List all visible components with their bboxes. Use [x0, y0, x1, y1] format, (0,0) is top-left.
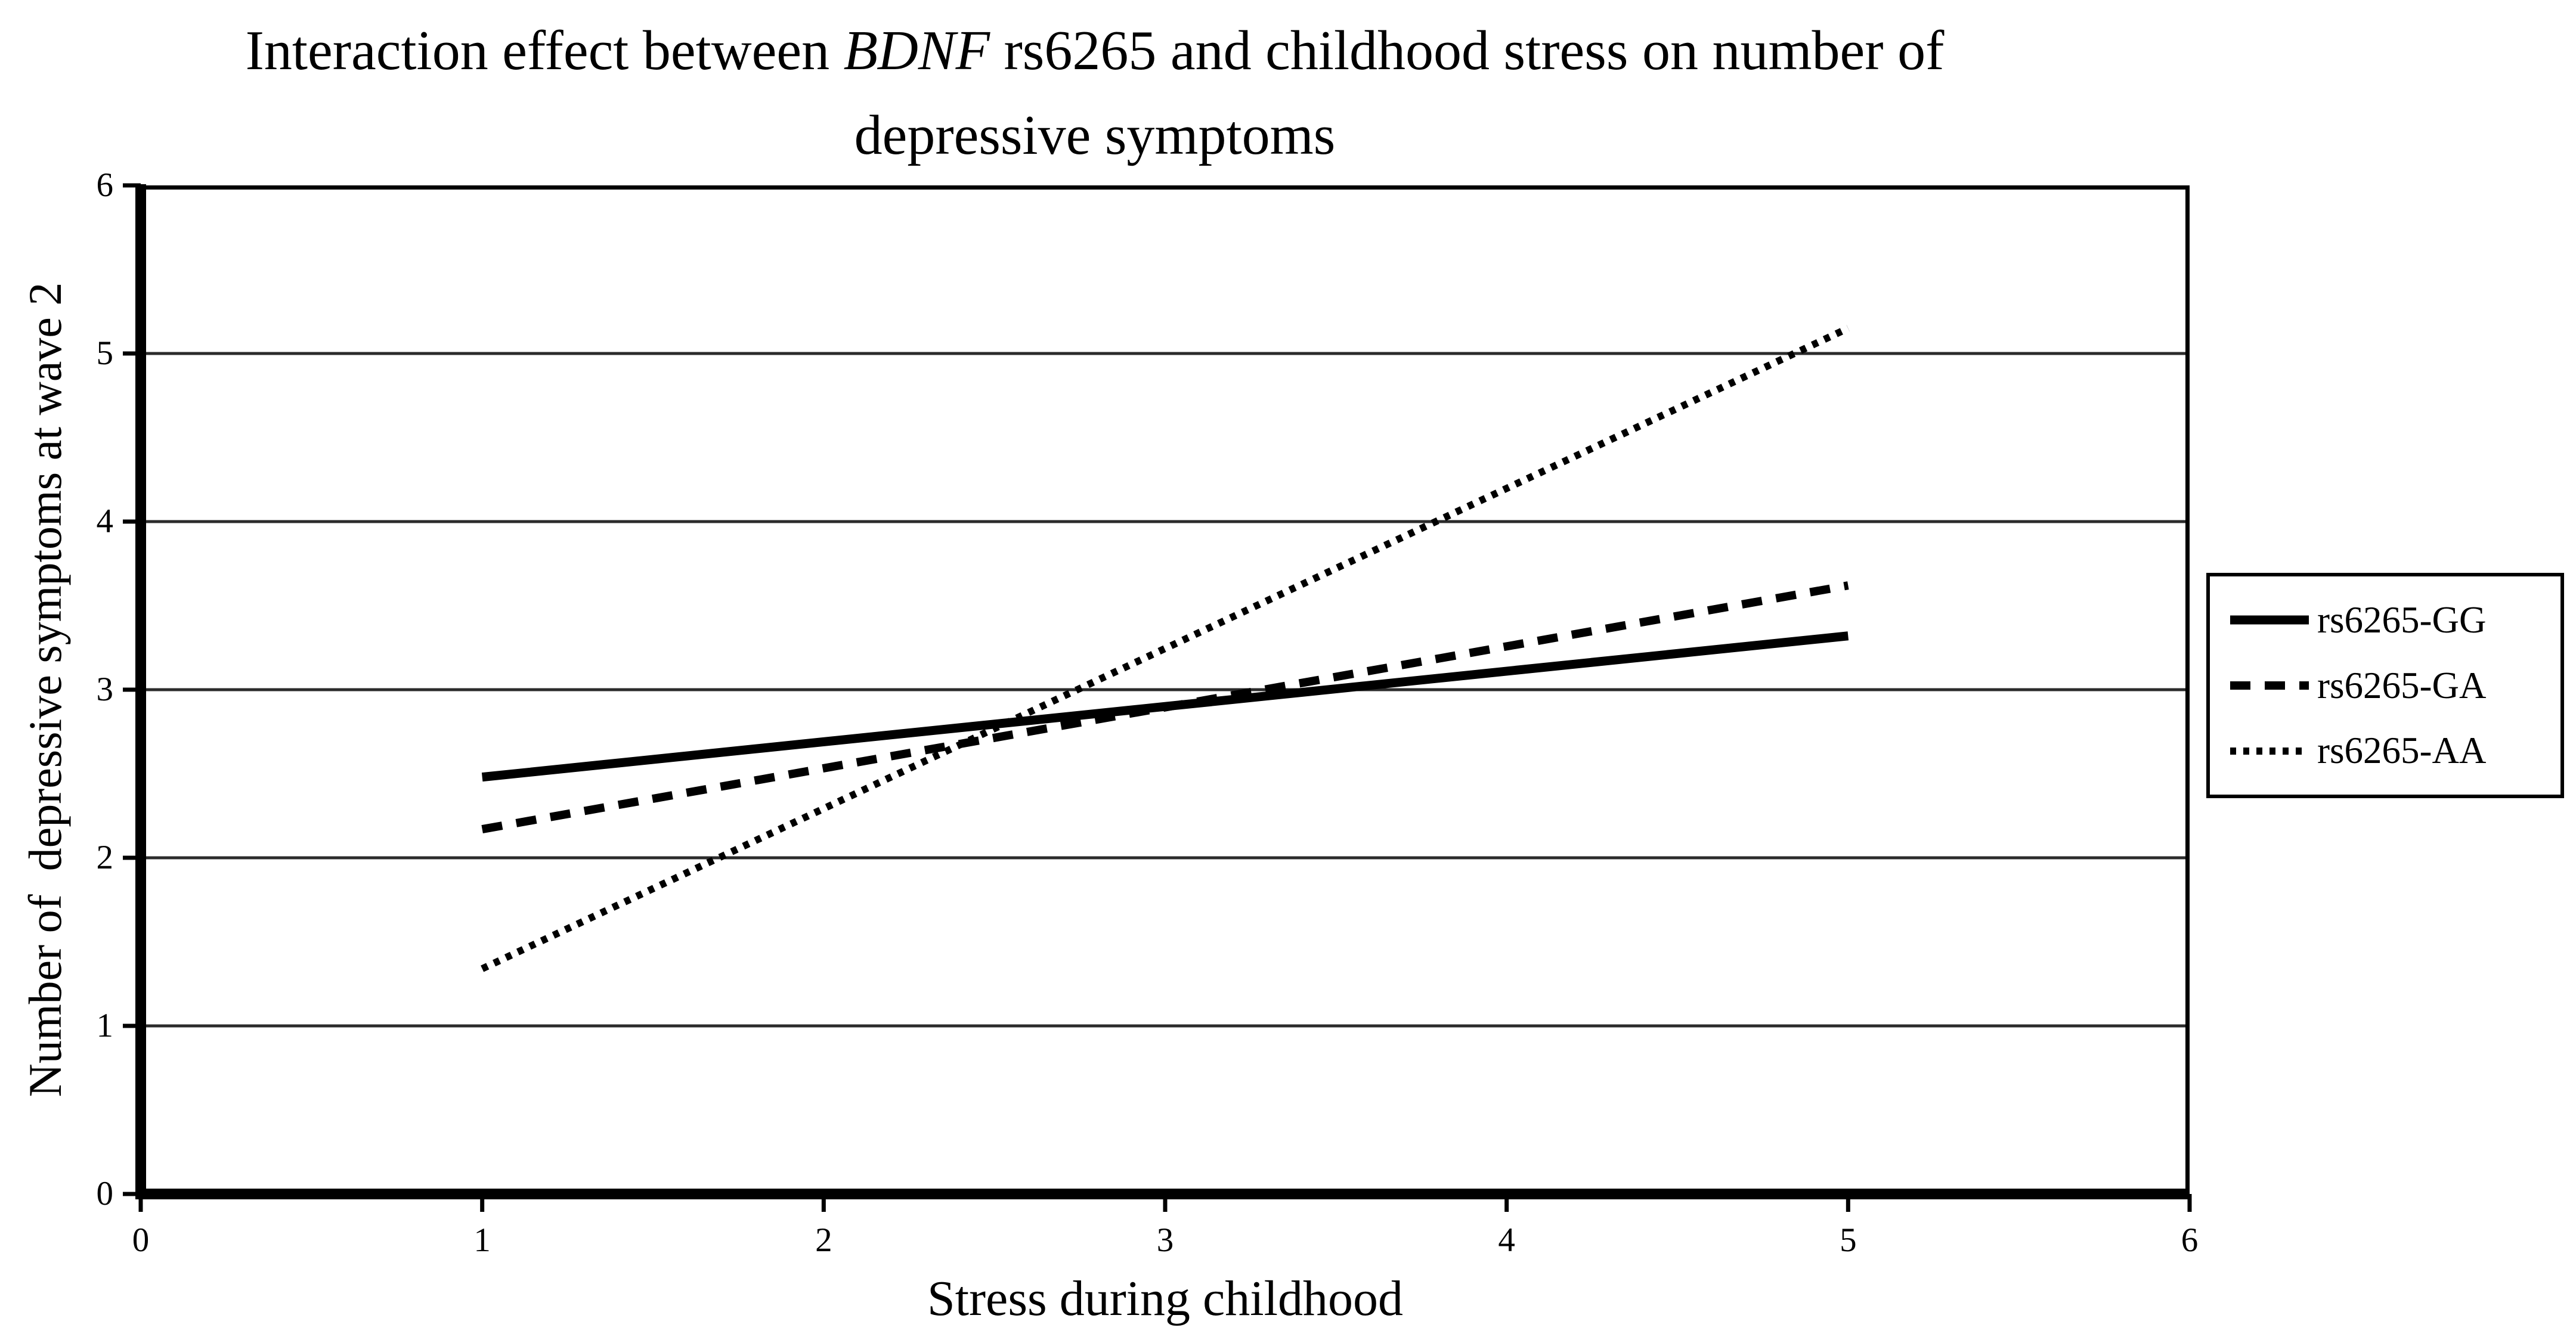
y-tick-label-6: 6: [96, 166, 114, 204]
legend-item-rs6265-GA: rs6265-GA: [2230, 664, 2560, 708]
legend-item-rs6265-GG: rs6265-GG: [2230, 598, 2560, 642]
legend-label: rs6265-GG: [2317, 598, 2487, 641]
y-tick-label-5: 5: [96, 334, 114, 372]
legend-line-sample-dotted: [2230, 747, 2309, 755]
x-tick-label-5: 5: [1840, 1221, 1857, 1259]
x-tick-label-0: 0: [132, 1221, 150, 1259]
legend-label: rs6265-AA: [2317, 730, 2487, 772]
chart-title-line2: depressive symptoms: [854, 104, 1336, 166]
chart-title-line1: Interaction effect between BDNF rs6265 a…: [0, 8, 2190, 93]
legend-box: rs6265-GG rs6265-GA rs6265-AA: [2206, 573, 2564, 798]
x-tick-label-4: 4: [1498, 1221, 1515, 1259]
legend-label: rs6265-GA: [2317, 664, 2487, 706]
title-text-suffix: rs6265 and childhood stress on number of: [990, 20, 1945, 82]
y-tick-label-0: 0: [96, 1175, 114, 1212]
x-tick-label-6: 6: [2181, 1221, 2199, 1259]
title-gene-name: BDNF: [843, 20, 990, 82]
title-text-prefix: Interaction effect between: [245, 20, 844, 82]
series-line-rs6265-GA: [481, 581, 1849, 833]
plot-area: [123, 183, 2192, 1212]
x-tick-label-3: 3: [1156, 1221, 1174, 1259]
x-tick-label-2: 2: [815, 1221, 832, 1259]
series-line-rs6265-AA: [481, 325, 1850, 972]
x-axis-title: Stress during childhood: [927, 1271, 1403, 1326]
legend-line-sample-solid: [2230, 615, 2309, 625]
y-tick-label-2: 2: [96, 839, 114, 876]
legend-item-rs6265-AA: rs6265-AA: [2230, 729, 2560, 773]
x-tick-label-1: 1: [473, 1221, 491, 1259]
plot-svg: [123, 183, 2192, 1212]
y-tick-label-3: 3: [96, 671, 114, 708]
y-tick-label-4: 4: [96, 503, 114, 540]
y-tick-label-1: 1: [96, 1007, 114, 1044]
chart-title: Interaction effect between BDNF rs6265 a…: [0, 8, 2190, 178]
legend-line-sample-dashed: [2230, 681, 2309, 690]
